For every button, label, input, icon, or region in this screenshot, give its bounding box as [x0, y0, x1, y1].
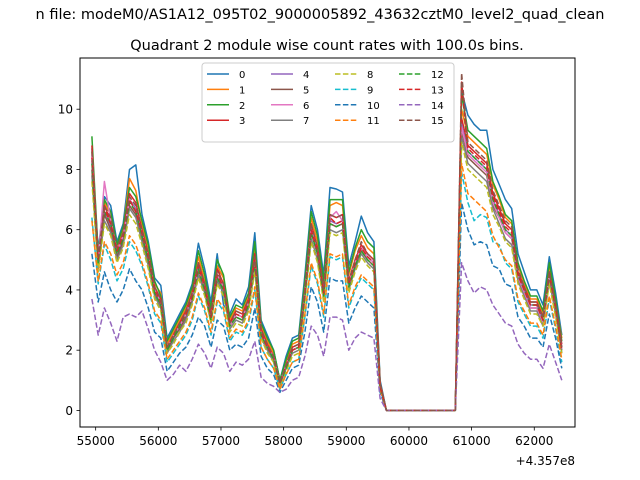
legend-box — [201, 62, 455, 143]
series-line-14 — [91, 262, 563, 412]
y-tick-label: 4 — [65, 283, 73, 297]
y-tick-label: 8 — [65, 163, 73, 177]
plot-area — [91, 72, 563, 412]
legend-label-10: 10 — [367, 101, 380, 112]
x-offset-label: +4.357e8 — [516, 454, 575, 468]
chart-title: Quadrant 2 module wise count rates with … — [130, 38, 524, 54]
legend-label-7: 7 — [303, 116, 309, 127]
series-line-8 — [91, 141, 563, 412]
x-tick-label: 55000 — [77, 434, 115, 448]
y-tick-label: 0 — [65, 404, 73, 418]
legend-label-14: 14 — [431, 101, 444, 112]
series-line-10 — [91, 201, 563, 412]
series-line-13 — [91, 81, 563, 412]
x-tick-label: 57000 — [202, 434, 240, 448]
legend-label-11: 11 — [367, 116, 380, 127]
x-tick-label: 59000 — [327, 434, 365, 448]
axes: 55000 56000 57000 58000 59000 60000 61000 62000… — [58, 103, 554, 448]
legend-label-1: 1 — [239, 85, 245, 96]
legend-label-2: 2 — [239, 101, 245, 112]
legend-label-15: 15 — [431, 116, 444, 127]
y-tick-label: 6 — [65, 223, 73, 237]
axes-frame — [79, 57, 576, 428]
legend-label-6: 6 — [303, 101, 309, 112]
figure-suptitle: n file: modeM0/AS1A12_095T02_9000005892_… — [36, 7, 605, 23]
y-tick-label: 2 — [65, 344, 73, 358]
legend-label-5: 5 — [303, 85, 309, 96]
x-tick-label: 56000 — [139, 434, 177, 448]
legend-label-12: 12 — [431, 70, 444, 81]
legend-label-0: 0 — [239, 70, 245, 81]
series-line-15 — [91, 72, 563, 412]
x-tick-label: 58000 — [265, 434, 303, 448]
legend-label-3: 3 — [239, 116, 245, 127]
series-line-2 — [91, 93, 563, 412]
legend-label-8: 8 — [367, 70, 373, 81]
legend-label-4: 4 — [303, 70, 309, 81]
x-tick-label: 61000 — [453, 434, 491, 448]
series-line-11 — [91, 162, 563, 412]
legend-label-13: 13 — [431, 85, 444, 96]
y-tick-label: 10 — [58, 103, 73, 117]
x-tick-label: 62000 — [515, 434, 553, 448]
x-tick-label: 60000 — [390, 434, 428, 448]
legend-label-9: 9 — [367, 85, 373, 96]
